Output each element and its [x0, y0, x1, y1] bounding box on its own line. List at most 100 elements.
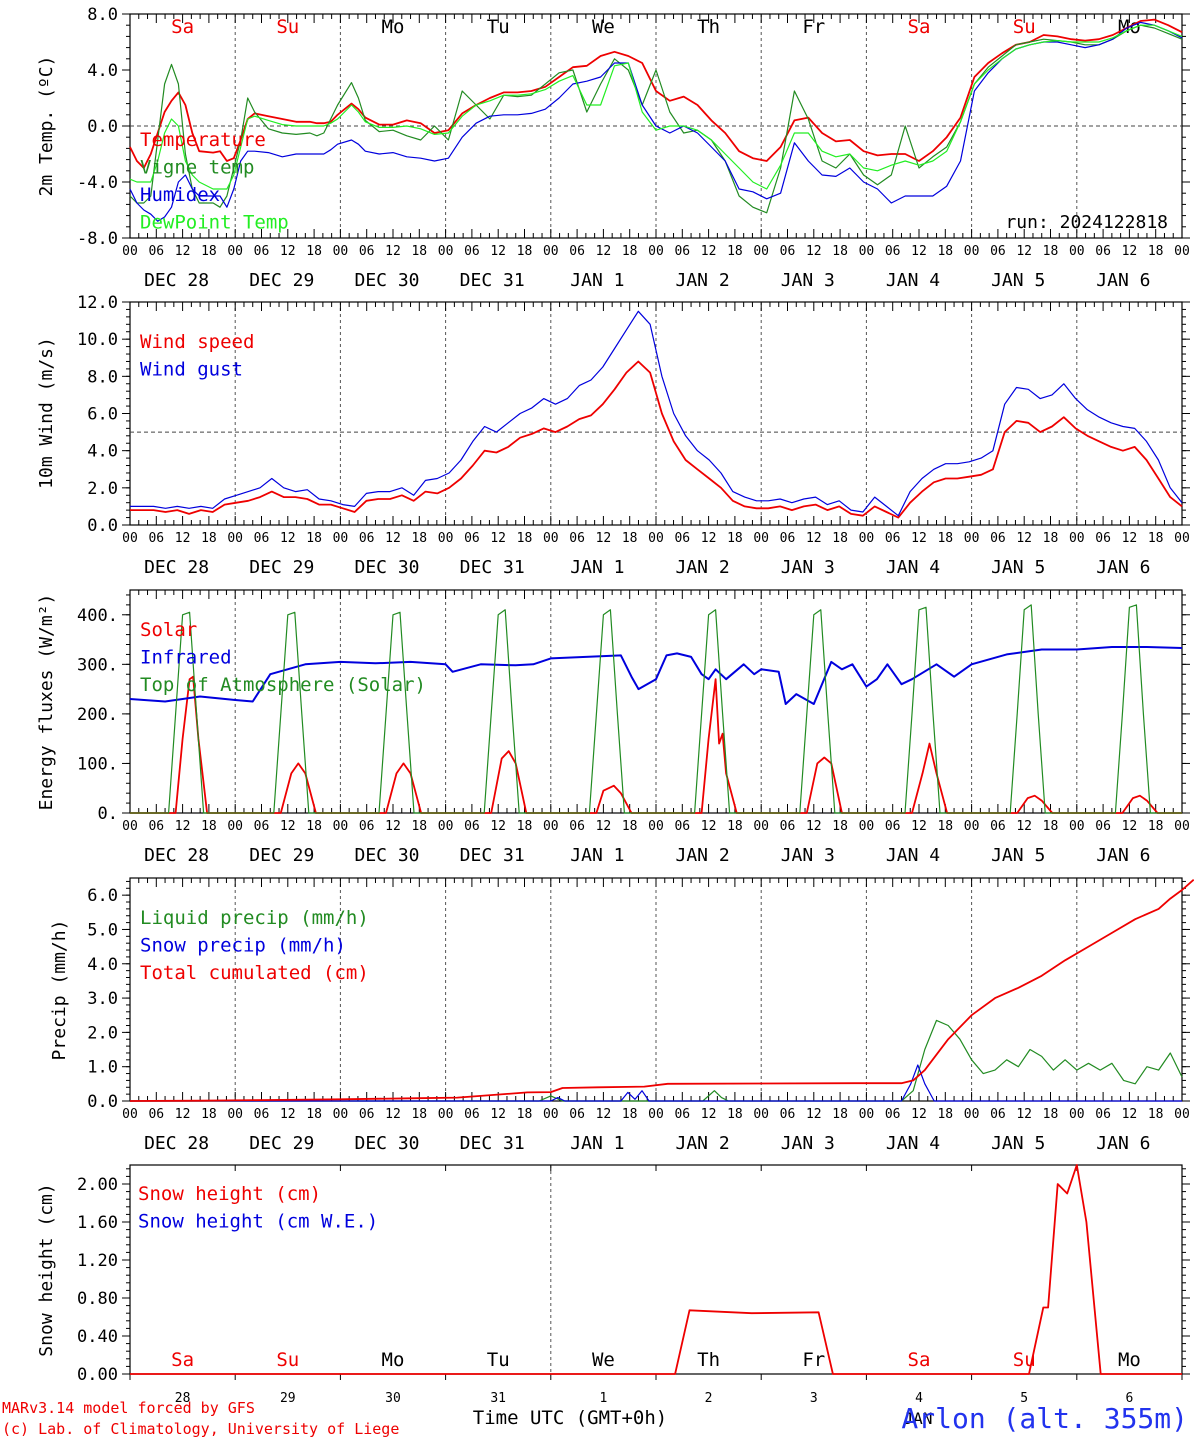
weekday-label: Su — [1013, 16, 1036, 38]
x-hour-label: 12 — [911, 1107, 927, 1122]
x-hour-label: 18 — [727, 819, 743, 834]
x-hour-label: 18 — [201, 531, 217, 546]
x-hour-label: 00 — [1069, 1107, 1085, 1122]
x-date-label: DEC 28 — [144, 1133, 209, 1154]
x-date-label: JAN 3 — [781, 557, 835, 578]
series-line — [129, 18, 1183, 169]
y-axis-label: Snow height (cm) — [36, 1183, 57, 1356]
x-hour-label: 06 — [780, 531, 796, 546]
y-tick-label: 1.60 — [77, 1213, 118, 1233]
x-date-label: DEC 30 — [354, 1133, 419, 1154]
footer-copyright: (c) Lab. of Climatology, University of L… — [2, 1420, 399, 1438]
x-hour-label: 18 — [622, 819, 638, 834]
x-axis-label: Time UTC (GMT+0h) — [473, 1407, 667, 1429]
x-hour-label: 18 — [411, 819, 427, 834]
x-hour-label: 18 — [1148, 1107, 1164, 1122]
x-hour-label: 12 — [596, 1107, 612, 1122]
x-hour-label: 00 — [1069, 819, 1085, 834]
legend-entry: Humidex — [140, 184, 220, 206]
x-hour-label: 18 — [1148, 244, 1164, 259]
y-tick-label: 300. — [77, 655, 118, 675]
legend-entry: Liquid precip (mm/h) — [140, 907, 369, 929]
x-hour-label: 00 — [438, 1107, 454, 1122]
x-hour-label: 12 — [490, 244, 506, 259]
x-hour-label: 12 — [806, 244, 822, 259]
y-tick-label: 0.40 — [77, 1327, 118, 1347]
x-hour-label: 12 — [1122, 1107, 1138, 1122]
panel-2: 400. 300. 200. 100. 0. Energy fluxes (W/m²) 00… — [36, 589, 1190, 866]
x-date-label: JAN 3 — [781, 845, 835, 866]
weekday-label: Su — [276, 1349, 299, 1371]
x-hour-label: 06 — [464, 819, 480, 834]
weekday-label: We — [592, 1349, 615, 1371]
x-date-label: JAN 5 — [991, 845, 1045, 866]
x-hour-label: 06 — [464, 244, 480, 259]
x-hour-label: 18 — [517, 1107, 533, 1122]
x-hour-label: 06 — [780, 244, 796, 259]
x-hour-label: 00 — [122, 244, 138, 259]
x-hour-label: 00 — [753, 531, 769, 546]
x-day-number: 31 — [490, 1391, 506, 1406]
y-tick-label: 0.0 — [87, 516, 118, 536]
x-hour-label: 00 — [648, 531, 664, 546]
x-date-label: JAN 4 — [886, 557, 940, 578]
x-hour-label: 06 — [885, 819, 901, 834]
weekday-label: Sa — [171, 1349, 194, 1371]
series-line — [129, 646, 1183, 705]
weekday-label: Tu — [487, 16, 510, 38]
weekday-label: Th — [697, 1349, 720, 1371]
x-hour-label: 00 — [227, 1107, 243, 1122]
location-label: Arlon (alt. 355m) — [901, 1402, 1188, 1435]
x-hour-label: 18 — [411, 531, 427, 546]
x-hour-label: 12 — [701, 244, 717, 259]
panels: 8.04.00.0-4.0-8.02m Temp. (ºC)00 06 12 18DE… — [36, 5, 1194, 1406]
y-tick-label: 8.0 — [87, 5, 118, 25]
x-date-label: JAN 4 — [886, 1133, 940, 1154]
x-day-number: 28 — [175, 1391, 191, 1406]
series-line — [130, 1064, 1182, 1102]
x-hour-label: 12 — [1016, 819, 1032, 834]
x-date-label: JAN 6 — [1096, 1133, 1150, 1154]
x-hour-label: 18 — [1148, 819, 1164, 834]
x-hour-label: 00 — [438, 244, 454, 259]
x-hour-label: 00 — [1174, 244, 1190, 259]
x-hour-label: 00 — [227, 819, 243, 834]
x-hour-label: 00 — [648, 1107, 664, 1122]
x-hour-label: 00 — [1174, 819, 1190, 834]
x-hour-label: 18 — [517, 244, 533, 259]
legend-entry: Wind gust — [140, 359, 243, 381]
x-hour-label: 06 — [569, 819, 585, 834]
x-hour-label: 00 — [543, 819, 559, 834]
legend-entry: Snow precip (mm/h) — [140, 935, 346, 957]
x-hour-label: 12 — [490, 1107, 506, 1122]
x-hour-label: 12 — [701, 531, 717, 546]
x-hour-label: 06 — [148, 819, 164, 834]
y-tick-label: 1.20 — [77, 1251, 118, 1271]
x-date-label: DEC 29 — [249, 1133, 314, 1154]
x-hour-label: 00 — [543, 1107, 559, 1122]
x-hour-label: 06 — [885, 1107, 901, 1122]
x-hour-label: 12 — [280, 531, 296, 546]
x-day-number: 5 — [1020, 1391, 1028, 1406]
x-hour-label: 00 — [543, 531, 559, 546]
legend-entry: Vigne temp — [140, 157, 254, 179]
y-tick-label: 5.0 — [87, 920, 118, 940]
x-date-label: JAN 2 — [676, 557, 730, 578]
y-tick-label: 400. — [77, 606, 118, 626]
x-hour-label: 00 — [1069, 531, 1085, 546]
x-hour-label: 18 — [1043, 819, 1059, 834]
x-hour-label: 12 — [385, 244, 401, 259]
x-hour-label: 06 — [254, 819, 270, 834]
x-hour-label: 00 — [859, 1107, 875, 1122]
x-hour-label: 06 — [359, 1107, 375, 1122]
x-hour-label: 18 — [937, 531, 953, 546]
y-tick-label: 4.0 — [87, 442, 118, 462]
x-hour-label: 12 — [175, 244, 191, 259]
x-hour-label: 06 — [674, 1107, 690, 1122]
x-hour-label: 06 — [254, 531, 270, 546]
y-tick-label: 100. — [77, 754, 118, 774]
weekday-label: We — [592, 16, 615, 38]
series-line — [130, 360, 1183, 519]
x-hour-label: 18 — [1043, 244, 1059, 259]
